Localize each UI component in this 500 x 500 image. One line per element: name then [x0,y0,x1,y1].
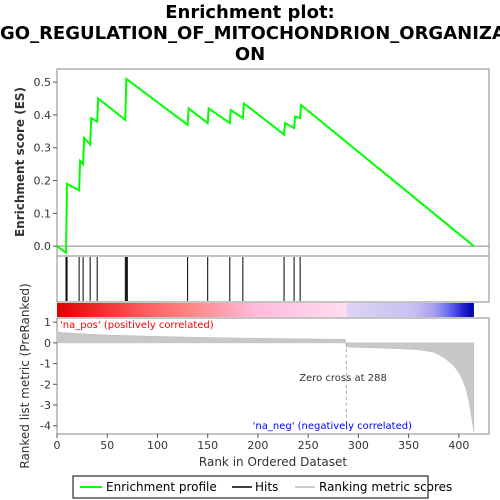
x-tick-label: 400 [448,439,469,452]
x-tick-label: 350 [398,439,419,452]
zero-cross-label: Zero cross at 288 [299,373,387,384]
es-y-tick-label: 0.5 [34,76,52,89]
metric-y-axis: 1 0 -1 -2 -3 -4 [40,316,57,433]
colorbar-gradient [57,303,474,317]
metric-y-tick-label: 0 [44,337,51,350]
legend-label-ranking-metric: Ranking metric scores [319,480,452,494]
ranking-metric-area [56,331,475,432]
chart-title-line-1: Enrichment plot: [165,2,335,23]
metric-y-tick-label: 1 [44,316,51,329]
legend-label-hits: Hits [255,480,278,494]
chart-title-line-3: ON [234,44,266,65]
hits-lines [65,257,301,301]
x-tick-label: 50 [100,439,114,452]
es-y-axis: 0.0 0.1 0.2 0.3 0.4 0.5 [34,76,57,253]
es-y-tick-label: 0.4 [34,109,52,122]
x-tick-label: 300 [348,439,369,452]
es-panel-frame [56,68,490,257]
enrichment-profile-line [56,76,475,255]
es-y-tick-label: 0.3 [34,142,52,155]
es-panel: 0.0 0.1 0.2 0.3 0.4 0.5 Enrichment score (ES) [13,68,490,257]
x-tick-label: 0 [54,439,61,452]
hits-panel-frame [56,255,490,303]
metric-y-tick-label: -3 [40,399,51,412]
legend-label-enrichment-profile: Enrichment profile [106,480,217,494]
hits-panel [56,255,490,303]
metric-x-axis: 0 50 100 150 200 250 300 350 400 [54,434,469,452]
es-y-tick-label: 0.2 [34,175,52,188]
x-tick-label: 200 [247,439,268,452]
es-y-tick-label: 0.0 [34,240,52,253]
es-y-axis-label: Enrichment score (ES) [13,87,27,237]
x-axis-label: Rank in Ordered Dataset [199,455,347,469]
metric-y-tick-label: -1 [40,358,51,371]
x-tick-label: 250 [298,439,319,452]
rank-colorbar [57,303,474,317]
metric-y-tick-label: -2 [40,378,51,391]
x-tick-label: 150 [197,439,218,452]
legend: Enrichment profile Hits Ranking metric s… [72,475,452,499]
x-tick-label: 100 [147,439,168,452]
metric-y-axis-label: Ranked list metric (PreRanked) [18,283,32,468]
na-neg-label: 'na_neg' (negatively correlated) [253,421,412,432]
metric-panel: 1 0 -1 -2 -3 -4 0 50 100 150 200 250 300 350 400 'na_… [18,283,490,469]
es-y-tick-label: 0.1 [34,207,52,220]
metric-y-tick-label: -4 [40,420,51,433]
chart-title-line-2: GO_REGULATION_OF_MITOCHONDRION_ORGANIZAT… [0,23,500,44]
na-pos-label: 'na_pos' (positively correlated) [60,320,214,331]
